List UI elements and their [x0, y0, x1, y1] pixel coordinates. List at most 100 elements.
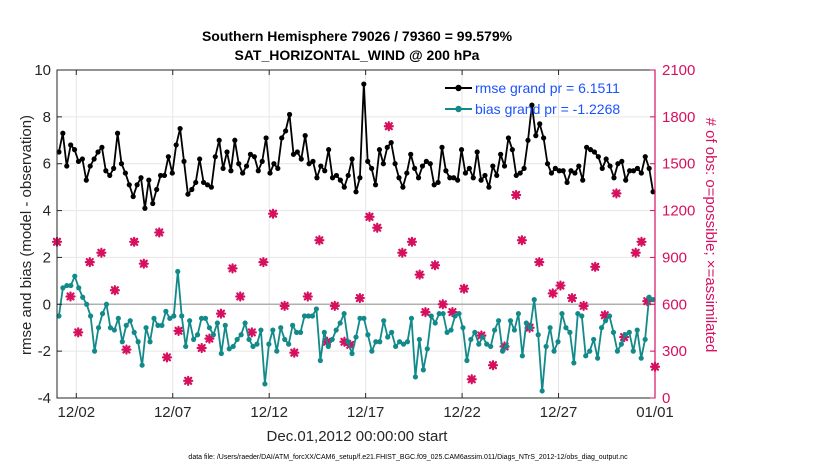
bias-point — [622, 332, 628, 338]
obs-point — [611, 188, 622, 199]
rmse-point — [267, 170, 273, 176]
legend-rmse-label: rmse grand pr = 6.1511 — [475, 80, 620, 96]
rmse-point — [623, 177, 629, 183]
bias-point — [151, 315, 157, 321]
bias-point — [626, 329, 632, 335]
rmse-point — [415, 175, 422, 181]
rmse-point — [564, 179, 570, 186]
bias-point — [551, 348, 557, 354]
bias-point — [369, 348, 375, 354]
rmse-point — [412, 165, 418, 171]
rmse-point — [380, 161, 386, 167]
y-axis-right: 0 300 600 900 1200 1500 1800 2100 — [650, 62, 695, 407]
bias-point — [238, 332, 244, 338]
rmse-point — [83, 177, 89, 183]
rmse-point — [630, 168, 637, 174]
bias-point — [345, 339, 351, 345]
bias-point — [476, 341, 482, 347]
bias-point — [488, 343, 494, 350]
y2-tick-label-4: 1200 — [662, 203, 695, 220]
grid-lines — [57, 69, 656, 399]
footer-data-file: data file: /Users/raeder/DAI/ATM_forcXX/… — [188, 454, 628, 461]
bias-point — [547, 325, 553, 331]
y2-tick-label-7: 2100 — [662, 62, 695, 79]
bias-point — [246, 336, 252, 343]
bias-point — [456, 311, 462, 317]
rmse-point — [603, 156, 609, 162]
bias-point — [535, 332, 541, 338]
bias-point — [614, 348, 621, 354]
bias-point — [333, 327, 339, 333]
bias-point — [424, 346, 430, 352]
bias-point — [523, 320, 529, 326]
bias-point — [202, 315, 209, 321]
obs-point — [96, 247, 107, 258]
bias-point — [187, 318, 193, 324]
obs-point — [84, 257, 95, 268]
rmse-point — [165, 154, 171, 160]
obs-point — [636, 236, 647, 247]
bias-point — [313, 306, 319, 312]
rmse-point — [68, 142, 74, 148]
rmse-point — [599, 165, 605, 171]
obs-point — [590, 261, 601, 272]
rmse-point — [130, 193, 136, 200]
rmse-point — [271, 161, 277, 167]
obs-point — [154, 227, 165, 238]
rmse-point — [447, 175, 453, 181]
rmse-point — [259, 158, 265, 164]
rmse-point — [107, 172, 113, 179]
bias-point — [377, 339, 383, 345]
bias-point — [583, 353, 589, 359]
bias-point — [198, 315, 205, 321]
rmse-point — [521, 165, 527, 171]
obs-point — [397, 247, 408, 258]
rmse-point — [369, 165, 375, 171]
rmse-point — [341, 184, 347, 190]
rmse-point — [552, 165, 558, 171]
y-axis-label: rmse and bias (model - observation) — [18, 115, 35, 355]
y-tick-label-2: 0 — [43, 296, 51, 313]
bias-point — [135, 339, 141, 345]
bias-point — [191, 336, 197, 343]
rmse-point — [126, 182, 132, 188]
x-axis-label: Dec.01,2012 00:00:00 start — [267, 428, 449, 445]
bias-point — [309, 313, 316, 319]
obs-point — [215, 308, 227, 319]
bias-point — [412, 374, 419, 380]
x-tick-label-2: 12/12 — [250, 404, 288, 421]
rmse-point — [400, 184, 406, 190]
bias-point — [218, 350, 224, 357]
rmse-point — [541, 135, 547, 141]
bias-point — [194, 332, 201, 338]
rmse-point — [290, 151, 297, 157]
rmse-point — [200, 179, 207, 186]
bias-point — [555, 339, 561, 345]
rmse-point — [529, 102, 535, 108]
bias-point — [262, 381, 268, 387]
bias-point — [226, 346, 232, 352]
bias-point — [404, 339, 411, 345]
obs-point — [516, 235, 527, 246]
rmse-point — [431, 182, 437, 188]
rmse-point — [419, 163, 426, 169]
obs-point — [466, 374, 477, 385]
bias-point — [242, 320, 248, 326]
bias-point — [353, 334, 359, 340]
obs-point — [267, 208, 279, 219]
bias-point — [460, 325, 466, 331]
obs-point — [73, 327, 84, 338]
rmse-point — [56, 149, 62, 155]
obs-point — [406, 236, 418, 247]
y2-tick-label-3: 900 — [662, 249, 687, 266]
bias-point — [393, 343, 399, 350]
rmse-point — [75, 158, 82, 164]
bias-point — [646, 294, 652, 300]
rmse-point — [396, 175, 402, 181]
bias-point — [80, 294, 86, 300]
y-tick-label-7: 10 — [34, 62, 51, 79]
bias-point — [468, 336, 474, 343]
rmse-point — [638, 170, 644, 176]
bias-point — [511, 327, 518, 333]
bias-point — [293, 329, 300, 335]
